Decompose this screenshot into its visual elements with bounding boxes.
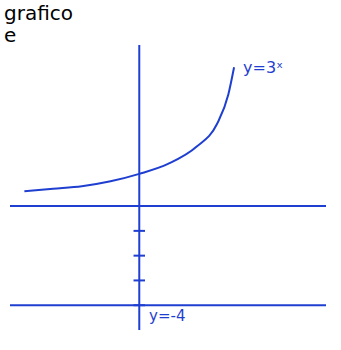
html-text:e: e <box>4 23 17 47</box>
svg-text:y=3ˣ: y=3ˣ <box>243 58 283 77</box>
svg-text:y=-4: y=-4 <box>149 307 185 325</box>
html-text:grafico: grafico <box>4 1 73 25</box>
